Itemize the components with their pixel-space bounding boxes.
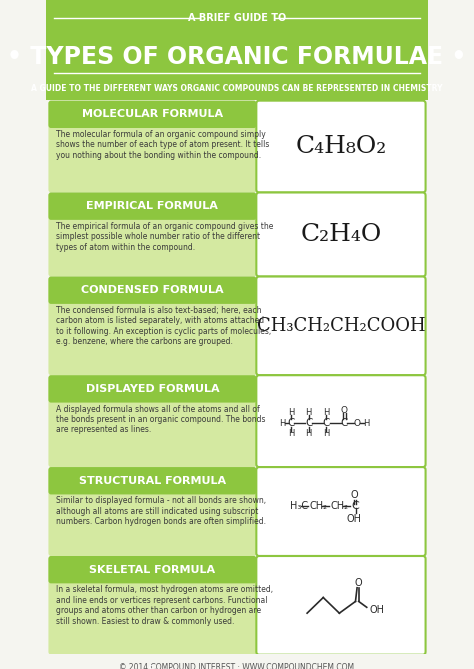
- FancyBboxPatch shape: [48, 375, 256, 467]
- Text: SKELETAL FORMULA: SKELETAL FORMULA: [89, 565, 216, 575]
- Text: CH₂: CH₂: [330, 500, 348, 510]
- FancyBboxPatch shape: [256, 467, 426, 556]
- Text: OH: OH: [369, 605, 384, 615]
- Text: C₄H₈O₂: C₄H₈O₂: [295, 135, 387, 158]
- Text: C₂H₄O: C₂H₄O: [301, 223, 382, 246]
- FancyBboxPatch shape: [46, 78, 428, 100]
- FancyBboxPatch shape: [48, 276, 256, 375]
- Text: A displayed formula shows all of the atoms and all of
the bonds present in an or: A displayed formula shows all of the ato…: [55, 405, 265, 434]
- Text: The empirical formula of an organic compound gives the
simplest possible whole n: The empirical formula of an organic comp…: [55, 222, 273, 252]
- Text: C: C: [148, 665, 153, 669]
- Text: © 2014 COMPOUND INTEREST · WWW.COMPOUNDCHEM.COM: © 2014 COMPOUND INTEREST · WWW.COMPOUNDC…: [119, 663, 355, 669]
- FancyBboxPatch shape: [48, 193, 256, 220]
- Text: In a skeletal formula, most hydrogen atoms are omitted,
and line ends or vertice: In a skeletal formula, most hydrogen ato…: [55, 585, 273, 626]
- FancyBboxPatch shape: [46, 0, 428, 78]
- Text: CH₂: CH₂: [310, 500, 328, 510]
- Text: O: O: [341, 406, 347, 415]
- Text: H: H: [279, 419, 285, 427]
- Text: DISPLAYED FORMULA: DISPLAYED FORMULA: [86, 384, 219, 394]
- Text: O: O: [354, 578, 362, 588]
- Text: OH: OH: [346, 514, 361, 524]
- Text: • TYPES OF ORGANIC FORMULAE •: • TYPES OF ORGANIC FORMULAE •: [7, 45, 467, 69]
- FancyBboxPatch shape: [256, 100, 426, 193]
- Text: A GUIDE TO THE DIFFERENT WAYS ORGANIC COMPOUNDS CAN BE REPRESENTED IN CHEMISTRY: A GUIDE TO THE DIFFERENT WAYS ORGANIC CO…: [31, 84, 443, 94]
- FancyBboxPatch shape: [48, 467, 256, 556]
- Text: O: O: [354, 419, 361, 427]
- Text: A BRIEF GUIDE TO: A BRIEF GUIDE TO: [188, 13, 286, 23]
- Text: CH₃CH₂CH₂COOH: CH₃CH₂CH₂COOH: [256, 317, 425, 335]
- Circle shape: [147, 662, 155, 669]
- FancyBboxPatch shape: [48, 556, 256, 583]
- Text: STRUCTURAL FORMULA: STRUCTURAL FORMULA: [79, 476, 226, 486]
- Text: C: C: [323, 418, 330, 428]
- FancyBboxPatch shape: [48, 100, 256, 128]
- Text: H: H: [364, 419, 370, 427]
- Text: H₃C: H₃C: [290, 500, 308, 510]
- Text: H: H: [306, 429, 312, 438]
- FancyBboxPatch shape: [256, 556, 426, 655]
- Text: H: H: [288, 429, 294, 438]
- Text: H: H: [323, 408, 329, 417]
- Text: The condensed formula is also text-based; here, each
carbon atom is listed separ: The condensed formula is also text-based…: [55, 306, 271, 346]
- FancyBboxPatch shape: [256, 193, 426, 276]
- Text: Similar to displayed formula - not all bonds are shown,
although all atoms are s: Similar to displayed formula - not all b…: [55, 496, 266, 527]
- FancyBboxPatch shape: [48, 276, 256, 304]
- Text: MOLECULAR FORMULA: MOLECULAR FORMULA: [82, 109, 223, 119]
- FancyBboxPatch shape: [48, 193, 256, 276]
- FancyBboxPatch shape: [48, 100, 256, 193]
- FancyBboxPatch shape: [256, 276, 426, 375]
- FancyBboxPatch shape: [48, 467, 256, 494]
- Text: O: O: [350, 490, 358, 500]
- Text: CONDENSED FORMULA: CONDENSED FORMULA: [81, 285, 224, 295]
- Text: C: C: [351, 500, 359, 510]
- Text: EMPIRICAL FORMULA: EMPIRICAL FORMULA: [86, 201, 219, 211]
- Text: C: C: [287, 418, 295, 428]
- Text: H: H: [323, 429, 329, 438]
- FancyBboxPatch shape: [256, 375, 426, 467]
- Text: H: H: [288, 408, 294, 417]
- Text: C: C: [340, 418, 348, 428]
- FancyBboxPatch shape: [48, 556, 256, 655]
- Text: H: H: [306, 408, 312, 417]
- FancyBboxPatch shape: [48, 375, 256, 403]
- Text: The molecular formula of an organic compound simply
shows the number of each typ: The molecular formula of an organic comp…: [55, 130, 269, 160]
- Text: C: C: [305, 418, 312, 428]
